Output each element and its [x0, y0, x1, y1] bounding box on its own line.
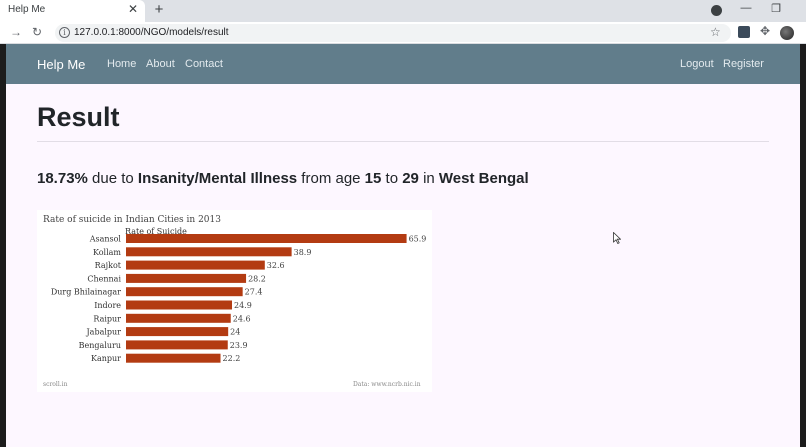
bar: [126, 287, 243, 297]
new-tab-button[interactable]: +: [154, 1, 164, 18]
summary-percent: 18.73%: [37, 170, 88, 187]
nav-about[interactable]: About: [146, 58, 175, 70]
summary-text-2: from age: [297, 170, 365, 187]
category-label: Kanpur: [91, 354, 121, 363]
data-label: 22.2: [223, 354, 241, 363]
data-label: 24.6: [233, 314, 251, 323]
bar: [126, 327, 229, 337]
category-label: Jabalpur: [85, 328, 121, 337]
browser-tabstrip: Help Me ✕ + — ❐: [0, 0, 806, 22]
category-label: Asansol: [89, 235, 122, 244]
summary-age-to: 29: [402, 170, 419, 187]
category-label: Indore: [94, 301, 121, 310]
bookmark-star-icon[interactable]: ☆: [710, 25, 721, 39]
close-icon[interactable]: ✕: [127, 2, 139, 16]
category-label: Kollam: [93, 248, 121, 257]
restore-button[interactable]: ❐: [771, 3, 781, 15]
minimize-button[interactable]: —: [740, 2, 752, 14]
profile-icon[interactable]: [711, 5, 722, 16]
brand-link[interactable]: Help Me: [37, 57, 86, 72]
page-title: Result: [37, 102, 120, 132]
category-label: Raipur: [93, 314, 121, 323]
divider: [37, 141, 769, 142]
site-navbar: Help Me Home About Contact Logout Regist…: [6, 44, 800, 84]
chart-canvas: Asansol 65.9 Kollam 38.9 Rajkot 32.6 Chennai 28…: [51, 234, 427, 363]
data-label: 28.2: [248, 274, 266, 283]
extension-icon[interactable]: [738, 26, 750, 38]
chart-title: Rate of suicide in Indian Cities in 2013: [43, 215, 221, 225]
info-icon[interactable]: i: [59, 27, 70, 38]
summary-state: West Bengal: [438, 170, 529, 187]
address-bar[interactable]: i 127.0.0.1:8000/NGO/models/result ☆: [55, 24, 731, 42]
forward-icon[interactable]: →: [10, 25, 22, 39]
bar: [126, 313, 231, 323]
chart-subtitle: Rate of Suicide: [125, 227, 187, 236]
avatar[interactable]: [780, 26, 794, 40]
summary-cause: Insanity/Mental Illness: [137, 170, 298, 187]
reload-icon[interactable]: ↻: [31, 25, 43, 39]
browser-tab[interactable]: Help Me ✕: [0, 0, 145, 22]
data-label: 32.6: [267, 261, 285, 270]
category-label: Rajkot: [95, 261, 122, 270]
nav-logout[interactable]: Logout: [680, 58, 714, 70]
bar: [126, 300, 233, 310]
bar: [126, 273, 247, 283]
result-summary: 18.73% due to Insanity/Mental Illness fr…: [37, 170, 529, 187]
bar: [126, 340, 228, 350]
extensions-puzzle-icon[interactable]: ✥: [760, 24, 771, 38]
summary-text-3: to: [381, 170, 403, 187]
data-label: 27.4: [245, 288, 263, 297]
bar: [126, 234, 407, 243]
web-page: Help Me Home About Contact Logout Regist…: [6, 44, 800, 447]
suicide-rate-chart: Rate of suicide in Indian Cities in 2013…: [37, 210, 432, 392]
summary-age-from: 15: [364, 170, 382, 187]
summary-text-1: due to: [87, 170, 138, 187]
bar: [126, 353, 221, 363]
mouse-cursor-icon: [613, 232, 621, 244]
category-label: Chennai: [87, 274, 121, 283]
data-label: 24.9: [234, 301, 252, 310]
nav-contact[interactable]: Contact: [185, 58, 223, 70]
tab-title: Help Me: [8, 4, 46, 15]
url-text[interactable]: 127.0.0.1:8000/NGO/models/result: [74, 27, 229, 38]
category-label: Durg Bhilainagar: [51, 288, 121, 297]
category-label: Bengaluru: [79, 341, 121, 350]
summary-text-4: in: [418, 170, 439, 187]
data-label: 38.9: [294, 248, 312, 257]
data-label: 24: [230, 328, 240, 337]
bar: [126, 247, 292, 257]
data-label: 23.9: [230, 341, 248, 350]
bar: [126, 260, 265, 270]
chart-footer-left: scroll.in: [43, 381, 68, 388]
data-label: 65.9: [409, 235, 427, 244]
nav-home[interactable]: Home: [107, 58, 137, 70]
chart-footer-right: Data: www.ncrb.nic.in: [353, 381, 421, 388]
browser-toolbar: → ↻ i 127.0.0.1:8000/NGO/models/result ☆…: [0, 22, 806, 44]
nav-register[interactable]: Register: [723, 58, 764, 70]
